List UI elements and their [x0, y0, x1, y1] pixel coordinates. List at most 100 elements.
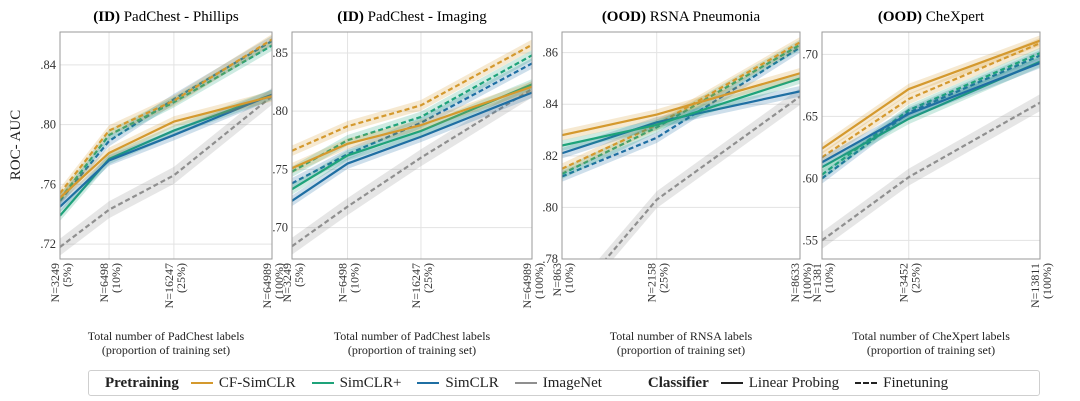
- y-tick-label: .82: [542, 149, 558, 163]
- legend-item-simclr: SimCLR: [417, 374, 499, 392]
- y-tick-label: .78: [542, 252, 558, 266]
- y-tick-label: .80: [272, 104, 288, 118]
- legend-item-finetuning: Finetuning: [855, 375, 948, 392]
- confidence-band-imagenet: [822, 94, 1040, 249]
- legend-item-simclr-plus: SimCLR+: [311, 374, 402, 392]
- legend-swatch-simclr-plus: [311, 382, 334, 384]
- confidence-band-cf-simclr: [60, 34, 272, 199]
- legend: Pretraining CF-SimCLR SimCLR+ SimCLR Ima…: [88, 370, 1040, 396]
- series-line-simclr-linear-probing: [562, 90, 800, 155]
- x-tick-label: N=1381(10%): [810, 263, 836, 302]
- legend-swatch-cf-simclr: [190, 382, 213, 384]
- confidence-band-imagenet: [598, 88, 800, 259]
- x-axis-sublabel: (proportion of training set): [102, 343, 230, 357]
- y-tick-label: .85: [272, 46, 288, 60]
- series-line-simclr--finetuning: [292, 54, 532, 173]
- y-tick-label: .60: [802, 171, 818, 185]
- series-line-simclr--finetuning: [60, 44, 272, 200]
- panel-title: (ID) PadChest - Imaging: [337, 9, 487, 25]
- y-axis-label: ROC- AUC: [8, 110, 24, 180]
- series-line-cf-simclr-linear-probing: [60, 95, 272, 199]
- plot-frame: [291, 31, 533, 260]
- confidence-band-cf-simclr: [292, 39, 532, 157]
- legend-item-linear-probing: Linear Probing: [720, 374, 840, 392]
- legend-item-imagenet: ImageNet: [514, 374, 602, 392]
- series-line-imagenet-finetuning: [60, 95, 272, 248]
- panel-title: (ID) PadChest - Phillips: [93, 9, 239, 25]
- x-tick-label: N=16247(25%): [162, 263, 188, 308]
- y-tick-label: .84: [542, 97, 558, 111]
- chart-panel-1: .72 .76 .80 .84 (ID) PadChest - Phillips N=32…: [40, 9, 286, 357]
- chart-panel-3: .78 .80 .82 .84 .86 (OOD) RSNA Pneumonia N=863…: [542, 9, 814, 357]
- x-axis-sublabel: (proportion of training set): [617, 343, 745, 357]
- panel-title: (OOD) RSNA Pneumonia: [602, 9, 761, 25]
- confidence-band-simclr-: [822, 47, 1040, 180]
- series-line-simclr--finetuning: [822, 52, 1040, 176]
- y-tick-label: .70: [272, 221, 288, 235]
- series-line-simclr--finetuning: [562, 43, 800, 175]
- x-axis-label: Total number of PadChest labels: [88, 329, 245, 343]
- x-tick-label: N=2158(25%): [645, 263, 671, 302]
- series-line-cf-simclr-finetuning: [60, 38, 272, 194]
- series-line-imagenet-finetuning: [292, 88, 532, 248]
- x-tick-label: N=16247(25%): [409, 263, 435, 308]
- confidence-band-simclr-: [60, 40, 272, 205]
- x-axis-sublabel: (proportion of training set): [867, 343, 995, 357]
- y-tick-label: .84: [40, 58, 56, 72]
- legend-label-linear-probing: Linear Probing: [748, 374, 840, 391]
- legend-label-imagenet: ImageNet: [542, 374, 602, 391]
- legend-swatch-imagenet: [514, 382, 537, 384]
- plot-frame: [821, 31, 1041, 260]
- series-line-imagenet-finetuning: [822, 101, 1040, 242]
- legend-swatch-finetuning: [855, 382, 878, 384]
- series-line-imagenet-finetuning: [604, 95, 800, 259]
- series-line-simclr--linear-probing: [292, 83, 532, 191]
- panel-title: (OOD) CheXpert: [878, 9, 985, 25]
- series-line-cf-simclr-linear-probing: [292, 85, 532, 170]
- y-tick-label: .55: [802, 233, 818, 247]
- x-tick-label: N=8633(100%): [788, 263, 814, 302]
- legend-label-simclr: SimCLR: [445, 374, 499, 391]
- series-line-simclr-linear-probing: [292, 91, 532, 202]
- x-tick-label: N=3249(5%): [280, 263, 306, 302]
- y-tick-label: .70: [802, 47, 818, 61]
- x-axis-label: Total number of CheXpert labels: [852, 329, 1010, 343]
- legend-label-cf-simclr: CF-SimCLR: [218, 374, 296, 391]
- x-axis-label: Total number of PadChest labels: [334, 329, 491, 343]
- confidence-band-simclr-: [562, 73, 800, 151]
- x-tick-label: N=6498(10%): [336, 263, 362, 302]
- confidence-band-simclr: [292, 58, 532, 189]
- y-tick-label: .75: [272, 162, 288, 176]
- legend-label-simclr-plus: SimCLR+: [339, 374, 402, 391]
- y-tick-label: .76: [40, 177, 56, 191]
- x-tick-label: N=64989(100%): [260, 263, 286, 308]
- legend-swatch-linear-probing: [720, 382, 743, 384]
- confidence-band-cf-simclr: [822, 35, 1040, 154]
- x-tick-label: N=863(10%): [550, 263, 576, 296]
- x-tick-label: N=3249(5%): [48, 263, 74, 302]
- x-tick-label: N=64989(100%): [520, 263, 546, 308]
- legend-swatch-simclr: [417, 382, 440, 384]
- series-line-cf-simclr-finetuning: [292, 43, 532, 152]
- y-tick-label: .80: [542, 200, 558, 214]
- legend-label-finetuning: Finetuning: [883, 374, 949, 391]
- series-line-cf-simclr-linear-probing: [822, 39, 1040, 150]
- series-line-cf-simclr-finetuning: [822, 42, 1040, 159]
- x-tick-label: N=3452(25%): [897, 263, 923, 302]
- y-tick-label: .80: [40, 118, 56, 132]
- confidence-band-cf-simclr: [562, 37, 800, 175]
- plot-frame: [59, 31, 273, 260]
- series-line-simclr-linear-probing: [822, 61, 1040, 164]
- chart-panel-2: .70 .75 .80 .85 (ID) PadChest - Imaging N=324…: [272, 9, 546, 357]
- x-axis-label: Total number of RNSA labels: [610, 329, 753, 343]
- legend-classifier-title: Classifier: [647, 374, 709, 391]
- figure-canvas: ROC- AUC .72 .76 .80 .84 (ID) PadChest - Phil…: [8, 9, 1054, 357]
- x-tick-label: N=13811(100%): [1028, 263, 1054, 308]
- series-line-simclr-linear-probing: [60, 93, 272, 208]
- series-line-simclr-finetuning: [822, 54, 1040, 180]
- x-tick-label: N=6498(10%): [97, 263, 123, 302]
- confidence-band-simclr: [562, 42, 800, 182]
- plot-frame: [561, 31, 801, 260]
- series-line-simclr--linear-probing: [60, 93, 272, 217]
- y-tick-label: .86: [542, 46, 558, 60]
